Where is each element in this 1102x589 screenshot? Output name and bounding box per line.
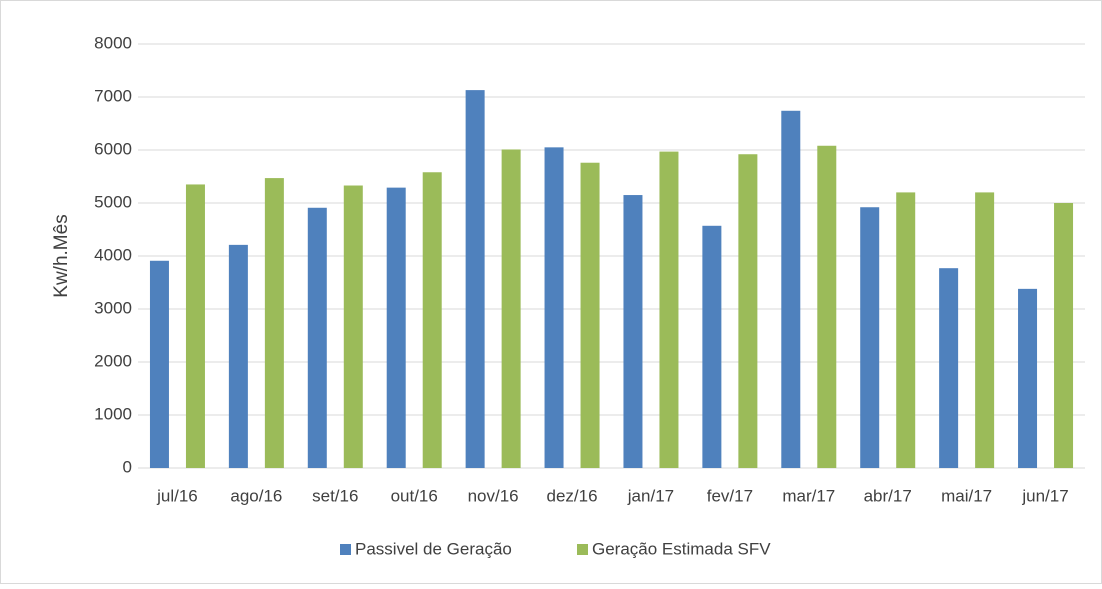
bar [343,185,363,468]
y-tick-label: 2000 [94,351,132,370]
bar [975,192,995,468]
bar [623,195,643,469]
legend-swatch [577,544,588,555]
bar [781,110,801,468]
bar [896,192,916,468]
y-tick-label: 6000 [94,139,132,158]
bar [465,90,485,469]
bar [939,268,959,468]
x-tick-label: jul/16 [156,486,198,505]
bar [860,207,880,469]
x-tick-label: ago/16 [230,486,282,505]
bar [580,162,600,468]
bar [228,244,248,468]
bar [1054,203,1074,468]
bar [501,149,521,468]
bar [307,207,327,468]
legend-label: Passivel de Geração [355,539,512,558]
y-tick-label: 1000 [94,404,132,423]
bar [422,172,442,468]
bar [264,178,284,468]
x-tick-label: mar/17 [782,486,835,505]
x-tick-label: set/16 [312,486,358,505]
bar [544,147,564,468]
bar [738,154,758,469]
legend-swatch [340,544,351,555]
y-tick-label: 0 [123,457,132,476]
bar [386,187,406,468]
legend-label: Geração Estimada SFV [592,539,771,558]
x-tick-label: fev/17 [707,486,753,505]
x-tick-label: dez/16 [547,486,598,505]
y-tick-label: 3000 [94,298,132,317]
bar [702,225,722,468]
bar [149,260,169,468]
bar [185,184,205,468]
y-axis-title: Kw/h.Mês [51,214,72,297]
x-tick-label: abr/17 [864,486,912,505]
y-tick-label: 8000 [94,33,132,52]
bar [1018,288,1038,468]
y-tick-label: 5000 [94,192,132,211]
x-tick-label: jun/17 [1021,486,1068,505]
x-tick-label: mai/17 [941,486,992,505]
x-tick-label: out/16 [391,486,438,505]
bar [659,151,679,468]
y-tick-label: 4000 [94,245,132,264]
x-tick-label: nov/16 [468,486,519,505]
bar [817,145,837,468]
y-tick-label: 7000 [94,86,132,105]
x-tick-label: jan/17 [627,486,674,505]
